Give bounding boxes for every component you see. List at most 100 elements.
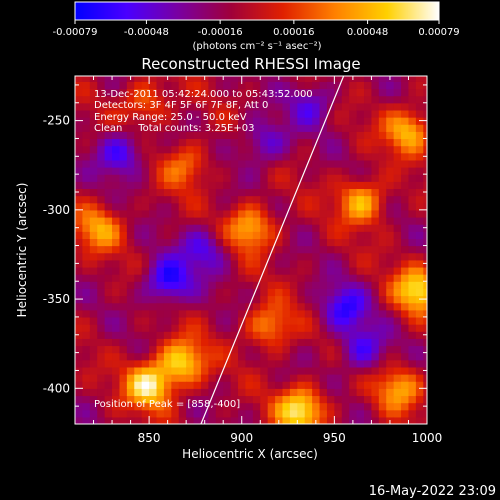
heatmap-cell — [97, 309, 106, 318]
heatmap-cell — [112, 76, 121, 82]
heatmap-cell — [141, 102, 150, 111]
heatmap-cell — [112, 402, 121, 411]
heatmap-cell — [141, 345, 150, 354]
heatmap-cell — [134, 216, 143, 225]
heatmap-cell — [75, 402, 84, 411]
heatmap-cell — [312, 381, 321, 389]
heatmap-cell — [230, 324, 239, 332]
heatmap-cell — [97, 209, 106, 218]
heatmap-cell — [193, 95, 202, 104]
heatmap-cell — [134, 388, 143, 397]
heatmap-cell — [186, 274, 195, 282]
heatmap-cell — [401, 202, 410, 211]
heatmap-cell — [312, 402, 321, 411]
heatmap-cell — [341, 388, 350, 397]
heatmap-cell — [97, 252, 106, 261]
heatmap-cell — [75, 352, 84, 361]
heatmap-cell — [252, 374, 261, 382]
heatmap-cell — [215, 216, 224, 225]
heatmap-cell — [126, 95, 135, 104]
heatmap-cell — [349, 88, 358, 97]
heatmap-cell — [371, 159, 380, 168]
heatmap-cell — [319, 302, 328, 311]
heatmap-cell — [89, 209, 98, 218]
heatmap-cell — [297, 117, 306, 125]
heatmap-cell — [319, 309, 328, 318]
heatmap-cell — [275, 259, 284, 268]
heatmap-cell — [356, 195, 365, 204]
heatmap-cell — [200, 209, 209, 218]
heatmap-cell — [401, 88, 410, 97]
heatmap-cell — [230, 416, 239, 424]
heatmap-cell — [89, 295, 98, 304]
heatmap-cell — [304, 302, 313, 311]
heatmap-cell — [408, 167, 417, 175]
heatmap-cell — [104, 109, 113, 118]
heatmap-cell — [156, 352, 165, 361]
heatmap-cell — [304, 324, 313, 332]
heatmap-cell — [371, 174, 380, 182]
heatmap-cell — [89, 409, 98, 418]
heatmap-cell — [230, 95, 239, 104]
heatmap-cell — [356, 295, 365, 304]
heatmap-cell — [134, 416, 143, 424]
heatmap-cell — [312, 188, 321, 197]
heatmap-cell — [304, 388, 313, 397]
heatmap-cell — [378, 102, 387, 111]
heatmap-cell — [193, 359, 202, 368]
heatmap-cell — [415, 209, 424, 218]
heatmap-cell — [364, 145, 373, 154]
heatmap-cell — [223, 88, 232, 97]
heatmap-cell — [356, 352, 365, 361]
heatmap-cell — [260, 131, 269, 140]
heatmap-cell — [378, 76, 387, 82]
heatmap-cell — [119, 131, 128, 140]
heatmap-cell — [200, 202, 209, 211]
heatmap-cell — [134, 159, 143, 168]
heatmap-cell — [267, 124, 276, 132]
heatmap-cell — [141, 159, 150, 168]
heatmap-cell — [134, 138, 143, 147]
heatmap-cell — [186, 131, 195, 140]
heatmap-cell — [186, 295, 195, 304]
heatmap-cell — [200, 145, 209, 154]
heatmap-cell — [208, 245, 217, 254]
heatmap-cell — [208, 181, 217, 190]
heatmap-cell — [282, 109, 291, 118]
heatmap-cell — [141, 402, 150, 411]
heatmap-cell — [230, 309, 239, 318]
heatmap-cell — [408, 145, 417, 154]
heatmap-cell — [89, 81, 98, 90]
heatmap-cell — [297, 124, 306, 132]
heatmap-cell — [89, 338, 98, 347]
heatmap-cell — [141, 266, 150, 275]
heatmap-cell — [349, 202, 358, 211]
heatmap-cell — [304, 195, 313, 204]
heatmap-cell — [326, 345, 335, 354]
heatmap-cell — [215, 381, 224, 389]
heatmap-cell — [415, 245, 424, 254]
heatmap-cell — [341, 359, 350, 368]
heatmap-cell — [141, 416, 150, 424]
heatmap-cell — [171, 188, 180, 197]
heatmap-cell — [104, 88, 113, 97]
heatmap-cell — [89, 138, 98, 147]
heatmap-cell — [97, 274, 106, 282]
heatmap-cell — [215, 95, 224, 104]
heatmap-cell — [423, 209, 427, 218]
heatmap-cell — [193, 331, 202, 339]
heatmap-cell — [282, 88, 291, 97]
heatmap-cell — [364, 416, 373, 424]
heatmap-cell — [75, 309, 84, 318]
heatmap-cell — [260, 159, 269, 168]
heatmap-cell — [341, 259, 350, 268]
heatmap-cell — [119, 288, 128, 297]
heatmap-cell — [230, 145, 239, 154]
heatmap-cell — [297, 238, 306, 247]
heatmap-cell — [75, 366, 84, 375]
heatmap-cell — [371, 302, 380, 311]
heatmap-cell — [334, 409, 343, 418]
heatmap-cell — [401, 316, 410, 325]
heatmap-cell — [378, 152, 387, 161]
heatmap-cell — [230, 181, 239, 190]
